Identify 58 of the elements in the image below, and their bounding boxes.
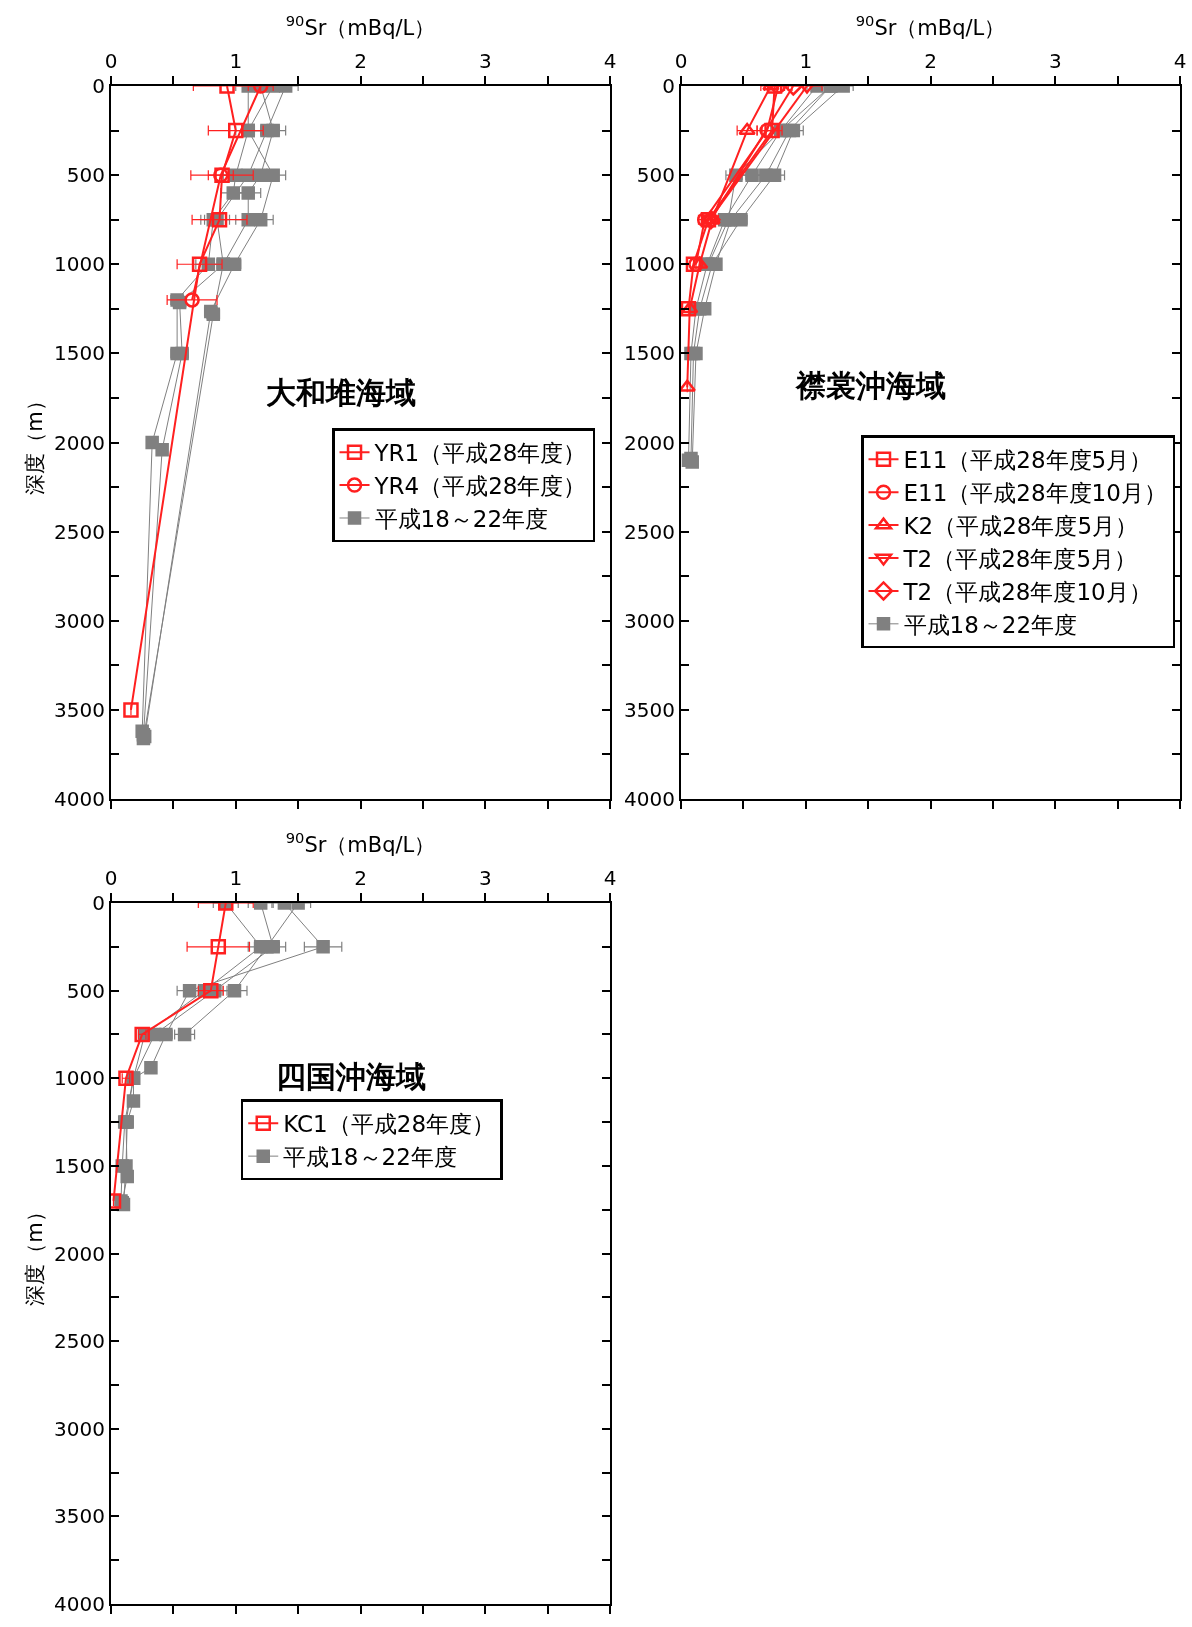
- legend-label: 平成18～22年度: [903, 611, 1078, 638]
- y-tick-label: 3500: [54, 1504, 105, 1529]
- y-tick-label: 0: [662, 74, 675, 98]
- y-tick-label: 4000: [624, 787, 675, 811]
- x-tick-label: 4: [1173, 49, 1187, 73]
- y-tick-label: 0: [92, 891, 105, 915]
- legend-label: T2（平成28年度10月）: [902, 578, 1152, 605]
- x-tick-label: 2: [354, 49, 367, 73]
- x-tick-label: 1: [799, 49, 813, 73]
- y-tick-label: 500: [66, 163, 105, 188]
- x-tick-label: 4: [603, 49, 617, 73]
- y-tick-label: 500: [66, 978, 105, 1003]
- legend-label: E11（平成28年度5月）: [903, 447, 1153, 474]
- x-tick-label: 1: [229, 49, 243, 73]
- legend-label: KC1（平成28年度）: [283, 1111, 496, 1138]
- y-tick-label: 3000: [54, 608, 105, 633]
- x-axis-title: $^{90}$Sr（mBq/L）: [285, 11, 436, 40]
- legend-label: 平成18～22年度: [283, 1144, 457, 1171]
- y-tick-label: 1500: [54, 341, 105, 366]
- y-tick-label: 2000: [54, 1241, 105, 1266]
- y-tick-label: 1000: [54, 1066, 105, 1091]
- y-axis-title: 深度（m）: [22, 390, 47, 495]
- y-tick-label: 500: [636, 163, 675, 188]
- x-tick-label: 3: [1048, 49, 1062, 73]
- y-tick-label: 2500: [624, 519, 675, 544]
- y-tick-label: 1500: [54, 1153, 105, 1178]
- legend-label: YR4（平成28年度）: [373, 473, 587, 500]
- y-tick-label: 1000: [54, 252, 105, 277]
- legend-label: 平成18～22年度: [374, 505, 549, 532]
- y-axis-title: 深度（m）: [22, 1201, 47, 1306]
- text: 大和堆海域: [266, 375, 416, 410]
- x-axis-title: $^{90}$Sr（mBq/L）: [855, 11, 1006, 40]
- legend-label: K2（平成28年度5月）: [903, 513, 1139, 540]
- y-tick-label: 2000: [624, 430, 675, 455]
- y-tick-label: 1000: [624, 252, 675, 277]
- text: 四国沖海域: [276, 1059, 426, 1094]
- y-tick-label: 2500: [54, 519, 105, 544]
- x-tick-label: 2: [354, 866, 367, 890]
- text: 襟裳沖海域: [795, 368, 946, 403]
- y-tick-label: 2000: [54, 430, 105, 455]
- y-tick-label: 3500: [624, 697, 675, 722]
- legend-label: T2（平成28年度5月）: [902, 545, 1138, 572]
- x-axis-title: $^{90}$Sr（mBq/L）: [285, 828, 436, 857]
- x-tick-label: 3: [478, 49, 492, 73]
- x-tick-label: 1: [229, 866, 243, 890]
- y-tick-label: 4000: [54, 1592, 105, 1616]
- y-tick-label: 3500: [54, 697, 105, 722]
- legend-label: E11（平成28年度10月）: [903, 480, 1167, 507]
- y-tick-label: 2500: [54, 1329, 105, 1354]
- legend-label: YR1（平成28年度）: [373, 440, 587, 467]
- x-tick-label: 2: [924, 49, 937, 73]
- y-tick-label: 3000: [624, 608, 675, 633]
- y-tick-label: 3000: [54, 1416, 105, 1441]
- y-tick-label: 1500: [624, 341, 675, 366]
- x-tick-label: 4: [603, 866, 617, 890]
- x-tick-label: 3: [478, 866, 492, 890]
- y-tick-label: 4000: [54, 787, 105, 811]
- y-tick-label: 0: [92, 74, 105, 98]
